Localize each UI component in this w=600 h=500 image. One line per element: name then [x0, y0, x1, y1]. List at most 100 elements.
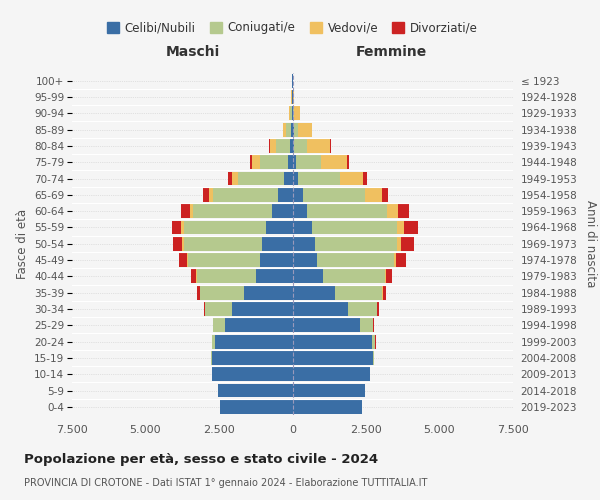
- Bar: [262, 237, 293, 250]
- Bar: [293, 122, 298, 136]
- Bar: [181, 204, 190, 218]
- Bar: [386, 270, 392, 283]
- Bar: [272, 204, 293, 218]
- Bar: [347, 156, 349, 169]
- Text: PROVINCIA DI CROTONE - Dati ISTAT 1° gennaio 2024 - Elaborazione TUTTITALIA.IT: PROVINCIA DI CROTONE - Dati ISTAT 1° gen…: [24, 478, 427, 488]
- Bar: [260, 253, 293, 267]
- Bar: [209, 188, 213, 202]
- Bar: [220, 400, 293, 414]
- Bar: [284, 172, 293, 185]
- Bar: [212, 334, 215, 348]
- Bar: [278, 188, 293, 202]
- Bar: [232, 172, 238, 185]
- Bar: [203, 188, 209, 202]
- Bar: [298, 122, 312, 136]
- Bar: [323, 270, 385, 283]
- Bar: [293, 384, 365, 398]
- Bar: [321, 156, 347, 169]
- Bar: [365, 188, 382, 202]
- Bar: [172, 220, 181, 234]
- Bar: [293, 368, 370, 381]
- Bar: [252, 156, 260, 169]
- Bar: [293, 139, 294, 153]
- Bar: [283, 122, 286, 136]
- Bar: [293, 318, 360, 332]
- Bar: [212, 351, 293, 365]
- Bar: [293, 188, 303, 202]
- Bar: [218, 384, 293, 398]
- Bar: [229, 172, 232, 185]
- Bar: [383, 286, 386, 300]
- Bar: [396, 253, 406, 267]
- Bar: [276, 139, 290, 153]
- Bar: [260, 156, 287, 169]
- Bar: [317, 253, 394, 267]
- Bar: [188, 253, 260, 267]
- Bar: [303, 188, 365, 202]
- Bar: [293, 286, 335, 300]
- Text: Popolazione per età, sesso e stato civile - 2024: Popolazione per età, sesso e stato civil…: [24, 452, 378, 466]
- Bar: [386, 204, 398, 218]
- Legend: Celibi/Nubili, Coniugati/e, Vedovi/e, Divorziati/e: Celibi/Nubili, Coniugati/e, Vedovi/e, Di…: [103, 17, 482, 39]
- Bar: [256, 270, 293, 283]
- Bar: [191, 270, 196, 283]
- Bar: [213, 318, 225, 332]
- Bar: [212, 368, 293, 381]
- Bar: [311, 220, 397, 234]
- Text: Maschi: Maschi: [166, 46, 220, 60]
- Bar: [287, 156, 293, 169]
- Bar: [197, 270, 256, 283]
- Bar: [205, 302, 232, 316]
- Bar: [385, 270, 386, 283]
- Text: Femmine: Femmine: [356, 46, 427, 60]
- Bar: [250, 156, 252, 169]
- Bar: [295, 106, 300, 120]
- Bar: [360, 318, 373, 332]
- Bar: [197, 286, 200, 300]
- Bar: [293, 204, 307, 218]
- Bar: [193, 204, 272, 218]
- Bar: [293, 334, 372, 348]
- Bar: [200, 286, 244, 300]
- Bar: [293, 90, 295, 104]
- Bar: [294, 139, 307, 153]
- Bar: [244, 286, 293, 300]
- Bar: [181, 220, 184, 234]
- Bar: [293, 270, 323, 283]
- Bar: [292, 106, 293, 120]
- Bar: [190, 204, 193, 218]
- Bar: [293, 302, 349, 316]
- Bar: [335, 286, 382, 300]
- Bar: [184, 220, 266, 234]
- Bar: [340, 172, 363, 185]
- Bar: [296, 156, 321, 169]
- Bar: [203, 302, 205, 316]
- Bar: [238, 172, 284, 185]
- Bar: [225, 318, 293, 332]
- Bar: [215, 334, 293, 348]
- Bar: [382, 188, 388, 202]
- Bar: [266, 220, 293, 234]
- Bar: [349, 302, 377, 316]
- Bar: [307, 139, 331, 153]
- Bar: [290, 106, 292, 120]
- Bar: [372, 334, 376, 348]
- Bar: [397, 220, 404, 234]
- Y-axis label: Anni di nascita: Anni di nascita: [584, 200, 597, 288]
- Bar: [404, 220, 418, 234]
- Bar: [213, 188, 278, 202]
- Bar: [182, 237, 184, 250]
- Bar: [293, 237, 314, 250]
- Bar: [232, 302, 293, 316]
- Bar: [179, 253, 187, 267]
- Bar: [377, 302, 379, 316]
- Bar: [314, 237, 397, 250]
- Bar: [363, 172, 367, 185]
- Bar: [184, 237, 262, 250]
- Bar: [293, 253, 317, 267]
- Bar: [289, 106, 290, 120]
- Bar: [394, 253, 396, 267]
- Bar: [291, 122, 293, 136]
- Bar: [293, 106, 295, 120]
- Bar: [187, 253, 188, 267]
